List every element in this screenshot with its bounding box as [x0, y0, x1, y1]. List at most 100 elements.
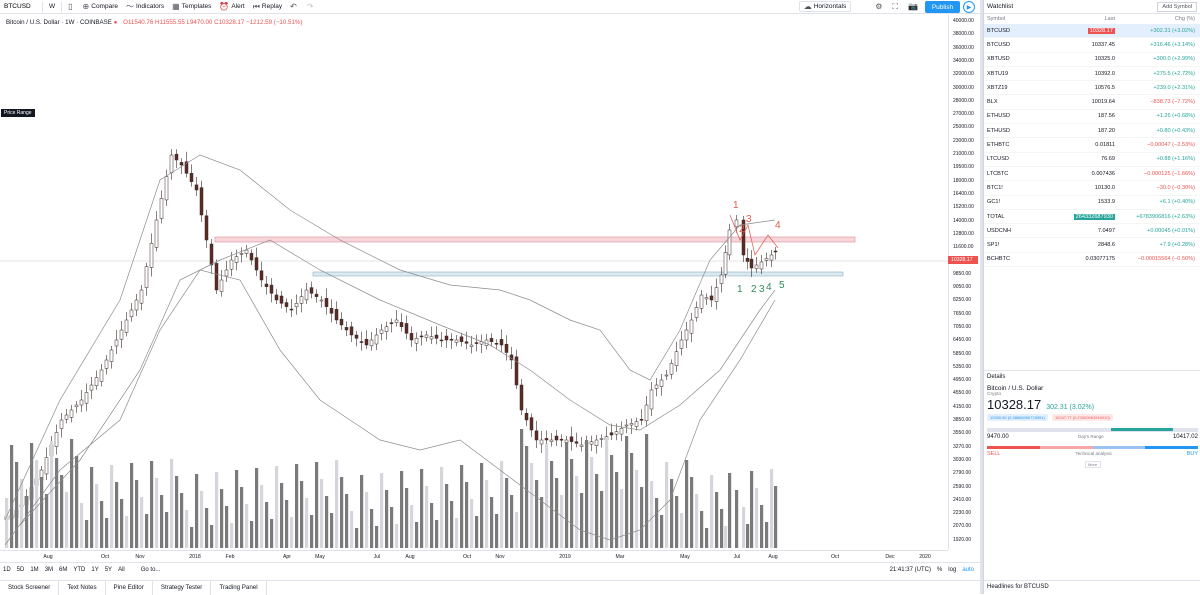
volume-bar [330, 513, 334, 548]
time-axis[interactable]: Aug Oct Nov 2018 Feb Apr May Jul Aug Oct Nov 2019 Ma… [0, 550, 948, 562]
watchlist-row[interactable]: XBTZ19 10576.5 +239.0 (+2.31%) [984, 81, 1200, 96]
headlines-bar[interactable]: Headlines for BTCUSD [984, 580, 1200, 594]
candle-body [249, 252, 254, 261]
add-symbol-button[interactable]: Add Symbol [1157, 1, 1197, 12]
range-6m[interactable]: 6M [59, 566, 68, 573]
price-range-label[interactable]: Price Range [1, 109, 35, 117]
watchlist-row[interactable]: XBTU19 10392.0 +275.5 (+2.72%) [984, 67, 1200, 82]
watchlist-row[interactable]: BTCUSD 10328.17 +302.31 (+3.02%) [984, 24, 1200, 39]
watchlist-row[interactable]: LTCBTC 0.007436 −0.000125 (−1.66%) [984, 167, 1200, 182]
goto-button[interactable]: Go to... [140, 566, 161, 573]
watchlist-row[interactable]: ETHUSD 187.20 +0.80 (+0.43%) [984, 124, 1200, 139]
range-ytd[interactable]: YTD [73, 566, 86, 573]
alert-label: Alert [231, 3, 245, 10]
range-1m[interactable]: 1M [30, 566, 39, 573]
alert-button[interactable]: ⏰ Alert [215, 0, 248, 14]
compare-label: Compare [91, 3, 118, 10]
watchlist-row[interactable]: USDCNH 7.0497 +0.00045 (+0.01%) [984, 224, 1200, 239]
fullscreen-button[interactable]: ⛶ [888, 0, 904, 14]
col-symbol[interactable]: Symbol [987, 16, 1006, 22]
candle-body [134, 299, 139, 311]
volume-bar [755, 488, 759, 548]
range-1d[interactable]: 1D [3, 566, 11, 573]
percent-toggle[interactable]: % [936, 567, 943, 573]
watchlist-row[interactable]: GC1! 1533.9 +6.1 (+0.40%) [984, 196, 1200, 210]
interval-button[interactable]: W [49, 3, 56, 10]
volume-bar [385, 490, 389, 548]
ta-more-button[interactable]: More [1084, 461, 1101, 468]
candle-body [389, 322, 394, 324]
range-1y[interactable]: 1Y [91, 566, 99, 573]
watchlist-title[interactable]: Watchlist [987, 3, 1014, 10]
range-3m[interactable]: 3M [44, 566, 54, 573]
watchlist-row[interactable]: XBTUSD 10325.0 +300.0 (+2.99%) [984, 53, 1200, 67]
price-axis[interactable]: 40000.00 38000.00 36000.00 34000.00 32000.00… [948, 15, 980, 550]
candle-body [169, 154, 174, 173]
volume-bar [100, 501, 104, 548]
watchlist-row[interactable]: BTC1! 10130.0 −30.0 (−0.30%) [984, 181, 1200, 196]
col-last[interactable]: Last [1104, 16, 1115, 22]
undo-button[interactable]: ↶ [286, 0, 303, 14]
candle-body [449, 338, 454, 341]
range-5y[interactable]: 5Y [104, 566, 113, 573]
price-tick-label: 9850.00 [953, 270, 972, 277]
price-tick-label: 28000.00 [953, 97, 974, 104]
range-5d[interactable]: 5D [16, 566, 25, 573]
auto-toggle[interactable]: auto [962, 567, 974, 573]
watchlist-symbol: ETHUSD [987, 127, 1010, 134]
redo-button[interactable]: ↷ [303, 0, 320, 14]
tab-trading-panel[interactable]: Trading Panel [211, 580, 267, 595]
publish-button[interactable]: Publish [925, 1, 960, 13]
play-icon[interactable]: ▶ [963, 1, 975, 13]
snapshot-button[interactable]: 📷 [904, 0, 924, 14]
tab-text-notes[interactable]: Text Notes [59, 580, 106, 595]
volume-bar [320, 479, 324, 548]
tab-stock-screener[interactable]: Stock Screener [0, 580, 60, 595]
chart-type-button[interactable]: ▯ [64, 0, 78, 14]
watchlist-row[interactable]: SP1! 2848.6 +7.9 (+0.28%) [984, 238, 1200, 253]
price-tick-label: 1920.00 [953, 536, 972, 543]
watchlist-row[interactable]: BLX 10019.64 −838.73 (−7.72%) [984, 95, 1200, 110]
volume-bar [475, 516, 479, 548]
templates-button[interactable]: ▦ Templates [168, 0, 215, 14]
legend-exchange: COINBASE [79, 19, 112, 26]
volume-bar [505, 478, 509, 548]
price-tick-label: 21000.00 [953, 151, 974, 157]
candle-body [129, 309, 134, 318]
watchlist-row[interactable]: ETHBTC 0.01811 −0.00047 (−2.53%) [984, 138, 1200, 153]
watchlist-row[interactable]: BTCUSD 10337.45 +316.46 (+3.14%) [984, 38, 1200, 53]
tab-pine-editor[interactable]: Pine Editor [106, 580, 153, 595]
volume-bar [360, 475, 364, 548]
watchlist-row[interactable]: TOTAL 264332687930 +6783906816 (+2.63%) [984, 210, 1200, 225]
candle-body [399, 322, 404, 327]
watchlist-last: 187.20 [1057, 128, 1115, 134]
replay-button[interactable]: ⏮ Replay [249, 0, 286, 14]
volume-bar [190, 527, 194, 548]
details-panel: Details Bitcoin / U.S. Dollar Crypto 103… [984, 370, 1200, 471]
candle-body [464, 341, 469, 344]
volume-bar [15, 462, 19, 548]
candle-body [339, 318, 344, 326]
candle-body [254, 257, 259, 271]
symbol-search-input[interactable] [0, 1, 40, 12]
watchlist-row[interactable]: BCHBTC 0.03077175 −0.00015564 (−0.50%) [984, 253, 1200, 268]
volume-bar [690, 477, 694, 548]
settings-button[interactable]: ⚙ [871, 0, 888, 14]
sidebar-divider[interactable] [980, 0, 983, 594]
horizontals-button[interactable]: ☁ Horizontals [798, 1, 852, 12]
volume-bar [110, 465, 114, 548]
price-tick-label: 19500.00 [953, 164, 974, 171]
utc-clock[interactable]: 21:41:37 (UTC) [889, 567, 931, 573]
col-change[interactable]: Chg (%) [1174, 16, 1195, 22]
compare-button[interactable]: ⊕ Compare [79, 0, 122, 14]
log-toggle[interactable]: log [948, 567, 957, 573]
watchlist-change: +0.88 (+1.16%) [1156, 156, 1195, 163]
tab-strategy-tester[interactable]: Strategy Tester [153, 580, 212, 595]
time-tick-label: 2018 [189, 554, 201, 560]
indicators-button[interactable]: 〜 Indicators [122, 0, 168, 14]
watchlist-row[interactable]: LTCUSD 76.69 +0.88 (+1.16%) [984, 153, 1200, 167]
candle-body [124, 319, 129, 333]
range-all[interactable]: All [118, 566, 125, 573]
watchlist-row[interactable]: ETHUSD 187.56 +1.26 (+0.68%) [984, 110, 1200, 125]
